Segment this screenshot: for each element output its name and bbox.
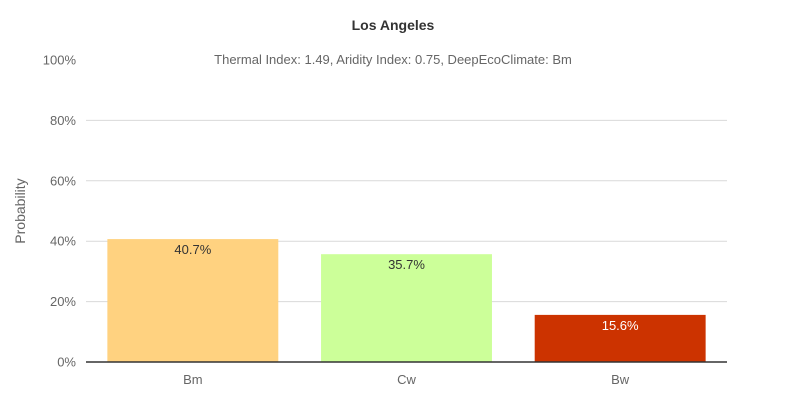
bars — [107, 239, 706, 362]
chart-title: Los Angeles — [352, 17, 435, 33]
y-tick-label: 0% — [57, 355, 76, 370]
bar-bm[interactable] — [107, 239, 279, 362]
x-tick-label: Bw — [611, 372, 630, 387]
bar-bw[interactable] — [534, 314, 706, 362]
data-label: 40.7% — [174, 242, 211, 257]
y-axis-title: Probability — [12, 178, 28, 243]
y-tick-label: 40% — [50, 234, 76, 249]
chart-subtitle: Thermal Index: 1.49, Aridity Index: 0.75… — [214, 52, 572, 67]
y-tick-label: 20% — [50, 294, 76, 309]
x-tick-label: Bm — [183, 372, 203, 387]
y-tick-label: 100% — [43, 53, 77, 68]
y-tick-label: 80% — [50, 113, 76, 128]
y-axis-ticks: 0% 20% 40% 60% 80% 100% — [43, 53, 77, 370]
data-label: 15.6% — [602, 318, 639, 333]
data-labels: 40.7% 35.7% 15.6% — [174, 242, 639, 333]
data-label: 35.7% — [388, 257, 425, 272]
x-tick-label: Cw — [397, 372, 416, 387]
x-axis-ticks: Bm Cw Bw — [183, 372, 630, 387]
y-tick-label: 60% — [50, 173, 76, 188]
bar-cw[interactable] — [321, 254, 492, 362]
